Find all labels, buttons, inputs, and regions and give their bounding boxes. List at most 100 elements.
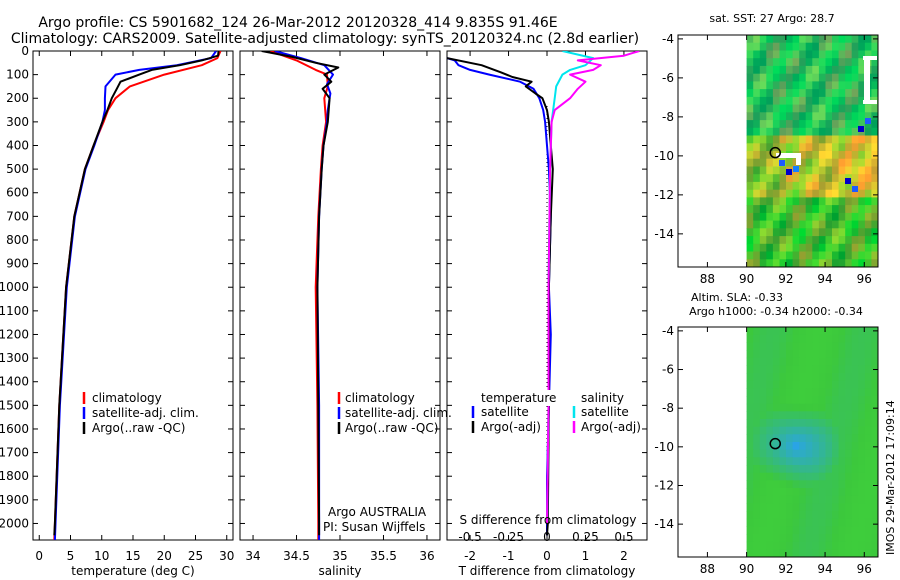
sst-heatmap-cell bbox=[753, 89, 761, 98]
sla-heatmap-cell bbox=[825, 449, 833, 458]
sla-heatmap-cell bbox=[838, 342, 846, 351]
sst-heatmap-cell bbox=[792, 236, 800, 245]
sst-heatmap-cell bbox=[845, 166, 853, 175]
sst-heatmap-cell bbox=[858, 42, 866, 51]
sst-heatmap-cell bbox=[772, 158, 781, 167]
sst-heatmap-cell bbox=[772, 96, 781, 106]
sla-heatmap-cell bbox=[753, 457, 761, 466]
sst-heatmap-cell bbox=[864, 166, 873, 175]
sla-heatmap-cell bbox=[864, 327, 873, 336]
sst-heatmap-cell bbox=[845, 212, 853, 222]
sla-heatmap-cell bbox=[812, 357, 820, 366]
sla-heatmap-cell bbox=[759, 373, 767, 382]
sla-heatmap-cell bbox=[753, 334, 761, 343]
sst-heatmap-cell bbox=[845, 236, 853, 245]
sst-heatmap-cell bbox=[799, 220, 807, 229]
sla-heatmap-cell bbox=[779, 511, 787, 520]
sst-heatmap-cell bbox=[864, 120, 873, 129]
sst-heatmap-cell bbox=[858, 197, 866, 206]
sst-heatmap-cell bbox=[766, 143, 774, 152]
sst-heatmap-cell bbox=[812, 112, 820, 121]
sla-heatmap-cell bbox=[805, 411, 813, 420]
sst-heatmap-cell bbox=[792, 73, 800, 82]
sla-heatmap-cell bbox=[753, 327, 761, 336]
sla-heatmap-cell bbox=[871, 480, 878, 489]
sst-heatmap-cell bbox=[779, 135, 787, 144]
sla-heatmap-cell bbox=[746, 518, 754, 527]
sst-heatmap-cell bbox=[805, 236, 813, 245]
sst-heatmap-cell bbox=[759, 35, 767, 44]
sla-heatmap-cell bbox=[818, 465, 827, 474]
sst-heatmap-cell bbox=[845, 104, 853, 113]
sst-heatmap-cell bbox=[779, 228, 787, 237]
sla-heatmap-cell bbox=[759, 488, 767, 497]
sla-heatmap-cell bbox=[805, 442, 813, 451]
sla-heatmap-cell bbox=[871, 457, 878, 466]
sst-heatmap-cell bbox=[838, 251, 846, 260]
sla-heatmap-cell bbox=[746, 511, 754, 520]
sst-heatmap-cell bbox=[746, 42, 754, 51]
sla-heatmap-cell bbox=[772, 503, 781, 512]
sla-heatmap-cell bbox=[845, 380, 853, 389]
sla-heatmap-cell bbox=[779, 488, 787, 497]
pi-label: PI: Susan Wijffels bbox=[323, 520, 425, 534]
sla-heatmap-cell bbox=[766, 434, 774, 443]
sla-heatmap-cell bbox=[871, 334, 878, 343]
sst-argo-location-marker bbox=[769, 146, 782, 159]
sla-heatmap-cell bbox=[766, 357, 774, 366]
sla-heatmap-cell bbox=[858, 526, 866, 535]
sla-heatmap-cell bbox=[746, 334, 754, 343]
sst-heatmap-cell bbox=[832, 212, 840, 222]
sla-heatmap-cell bbox=[746, 503, 754, 512]
sla-heatmap-cell bbox=[864, 403, 873, 412]
sla-heatmap-cell bbox=[753, 411, 761, 420]
sst-heatmap-cell bbox=[759, 50, 767, 59]
profile-lines-layer bbox=[53, 51, 782, 540]
sst-heatmap-cell bbox=[845, 143, 853, 152]
sla-heatmap-cell bbox=[838, 419, 846, 428]
sla-heatmap-cell bbox=[825, 365, 833, 374]
sla-heatmap-cell bbox=[799, 396, 807, 405]
sst-heatmap-cell bbox=[792, 135, 800, 144]
sla-heatmap-cell bbox=[779, 472, 787, 481]
sst-heatmap-cell bbox=[838, 58, 846, 67]
sla-heatmap-cell bbox=[825, 327, 833, 336]
sst-heatmap-cell bbox=[766, 158, 774, 167]
sla-heatmap-cell bbox=[864, 334, 873, 343]
sla-heatmap-cell bbox=[766, 327, 774, 336]
sla-heatmap-cell bbox=[753, 442, 761, 451]
sla-heatmap-cell bbox=[818, 442, 827, 451]
sst-heatmap-cell bbox=[805, 228, 813, 237]
sla-lon-tick-label: 96 bbox=[857, 562, 872, 576]
sst-heatmap-cell bbox=[851, 189, 859, 198]
sla-heatmap-cell bbox=[838, 434, 846, 443]
sst-heatmap-cell bbox=[805, 50, 813, 59]
sst-heatmap-cell bbox=[851, 205, 859, 214]
sst-heatmap-cell bbox=[825, 174, 833, 183]
sst-heatmap-cell bbox=[805, 243, 813, 253]
sla-heatmap-cell bbox=[851, 419, 859, 428]
sst-heatmap-cell bbox=[858, 104, 866, 113]
sst-heatmap-cell bbox=[753, 220, 761, 229]
sla-heatmap-cell bbox=[858, 503, 866, 512]
sla-heatmap-cell bbox=[792, 357, 800, 366]
sst-heatmap-cell bbox=[812, 127, 820, 137]
sla-heatmap-cell bbox=[812, 327, 820, 336]
sst-heatmap-cell bbox=[792, 212, 800, 222]
sst-heatmap-cell bbox=[746, 112, 754, 121]
depth-tick-label: 1100 bbox=[0, 304, 29, 318]
sla-heatmap-cell bbox=[825, 434, 833, 443]
sst-heatmap-cell bbox=[858, 243, 866, 253]
sla-heatmap-cell bbox=[838, 480, 846, 489]
sst-heatmap-cell bbox=[825, 120, 833, 129]
sla-heatmap-cell bbox=[838, 365, 846, 374]
temperature-x-tick-label: 0 bbox=[35, 549, 43, 563]
sst-heatmap-cell bbox=[786, 189, 794, 198]
sst-heatmap-cell bbox=[832, 181, 840, 191]
sla-heatmap-cell bbox=[792, 388, 800, 397]
sst-heatmap-cell bbox=[772, 50, 781, 59]
sla-heatmap-cell bbox=[812, 449, 820, 458]
sla-heatmap-cell bbox=[759, 503, 767, 512]
sst-heatmap-cell bbox=[772, 81, 781, 90]
sst-heatmap-cell bbox=[845, 251, 853, 260]
